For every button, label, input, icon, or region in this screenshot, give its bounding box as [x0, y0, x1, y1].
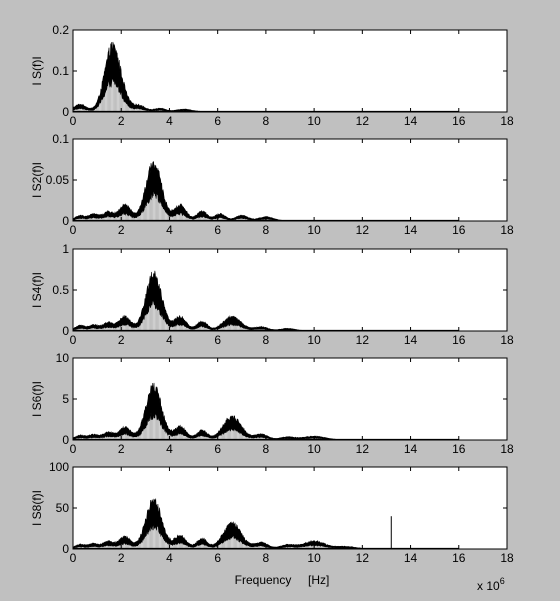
subplot-5: 0 2 4 6 8 10 12 14 16 18 0 50 100 I S8(f)I: [30, 460, 514, 565]
x-tick-label: 16: [452, 551, 466, 565]
x-tick-label: 18: [500, 223, 514, 237]
x-tick-label: 0: [70, 333, 77, 347]
x-tick-label: 8: [263, 442, 270, 456]
y-axis-label: I S6(f)I: [30, 381, 44, 417]
x-tick-label: 18: [500, 442, 514, 456]
y-tick-label: 0.1: [52, 132, 69, 146]
y-tick-label: 0: [62, 324, 69, 338]
x-tick-label: 4: [166, 551, 173, 565]
x-tick-label: 6: [214, 223, 221, 237]
x-tick-label: 8: [263, 114, 270, 128]
x-tick-label: 18: [500, 114, 514, 128]
x-tick-label: 18: [500, 333, 514, 347]
x-tick-label: 16: [452, 223, 466, 237]
subplot-4: 0 2 4 6 8 10 12 14 16 18 0 5 10 I S6(f)I: [30, 351, 514, 456]
y-axis-label: I S8(f)I: [30, 490, 44, 526]
x-tick-label: 12: [356, 551, 370, 565]
x-tick-label: 12: [356, 114, 370, 128]
x-tick-label: 0: [70, 114, 77, 128]
y-tick-label: 0.5: [52, 283, 69, 297]
y-tick-label: 0: [62, 433, 69, 447]
x-tick-label: 6: [214, 333, 221, 347]
x-tick-label: 12: [356, 223, 370, 237]
x-tick-label: 8: [263, 551, 270, 565]
y-tick-label: 1: [62, 242, 69, 256]
y-tick-label: 0: [62, 542, 69, 556]
x-tick-label: 10: [307, 442, 321, 456]
y-tick-label: 0: [62, 214, 69, 228]
x-tick-label: 4: [166, 223, 173, 237]
x-tick-label: 10: [307, 551, 321, 565]
x-tick-label: 14: [404, 442, 418, 456]
y-axis-label: I S4(f)I: [30, 272, 44, 308]
plot-area: [72, 29, 508, 113]
x-tick-label: 14: [404, 551, 418, 565]
plot-area: [72, 357, 508, 441]
x-tick-label: 2: [118, 223, 125, 237]
x-tick-label: 4: [166, 114, 173, 128]
subplot-3: 0 2 4 6 8 10 12 14 16 18 0 0.5 1 I S4(f)I: [30, 242, 514, 347]
x-tick-label: 14: [404, 223, 418, 237]
x-tick-label: 0: [70, 551, 77, 565]
x-tick-label: 2: [118, 551, 125, 565]
y-tick-label: 0.2: [52, 23, 69, 37]
y-axis-label: I S(f)I: [30, 56, 44, 85]
x-tick-label: 8: [263, 223, 270, 237]
x-tick-label: 16: [452, 114, 466, 128]
x-tick-label: 6: [214, 442, 221, 456]
x-tick-label: 12: [356, 333, 370, 347]
x-tick-label: 16: [452, 333, 466, 347]
x-tick-label: 12: [356, 442, 370, 456]
y-tick-label: 0.1: [52, 64, 69, 78]
x-tick-label: 6: [214, 114, 221, 128]
y-tick-label: 5: [62, 392, 69, 406]
plot-area: [72, 466, 508, 550]
y-tick-label: 0: [62, 105, 69, 119]
x-tick-label: 10: [307, 333, 321, 347]
x-tick-label: 18: [500, 551, 514, 565]
x-tick-label: 0: [70, 223, 77, 237]
x-tick-label: 8: [263, 333, 270, 347]
subplot-2: 0 2 4 6 8 10 12 14 16 18 0 0.05 0.1 I S2(f)I: [30, 132, 514, 237]
x-tick-label: 10: [307, 114, 321, 128]
x-tick-label: 10: [307, 223, 321, 237]
y-axis-label: I S2(f)I: [30, 162, 44, 198]
x-tick-label: 0: [70, 442, 77, 456]
x-tick-label: 2: [118, 114, 125, 128]
x-tick-label: 2: [118, 333, 125, 347]
y-tick-label: 100: [49, 460, 69, 474]
x-tick-label: 4: [166, 333, 173, 347]
x-axis-exponent-base: x 10: [477, 579, 500, 593]
x-tick-label: 4: [166, 442, 173, 456]
x-tick-label: 2: [118, 442, 125, 456]
x-tick-label: 6: [214, 551, 221, 565]
x-axis-exponent: x 106: [477, 576, 505, 593]
y-tick-label: 10: [56, 351, 70, 365]
subplot-1: 0 2 4 6 8 10 12 14 16 18 0 0.1 0.2 I S(f)I: [30, 23, 514, 128]
y-tick-label: 0.05: [46, 173, 70, 187]
plot-area: [72, 248, 508, 332]
x-tick-label: 14: [404, 333, 418, 347]
x-axis-exponent-power: 6: [500, 576, 505, 586]
y-tick-label: 50: [56, 501, 70, 515]
x-tick-label: 14: [404, 114, 418, 128]
x-axis-label: Frequency [Hz]: [235, 573, 330, 587]
x-tick-label: 16: [452, 442, 466, 456]
plot-area: [72, 138, 508, 222]
